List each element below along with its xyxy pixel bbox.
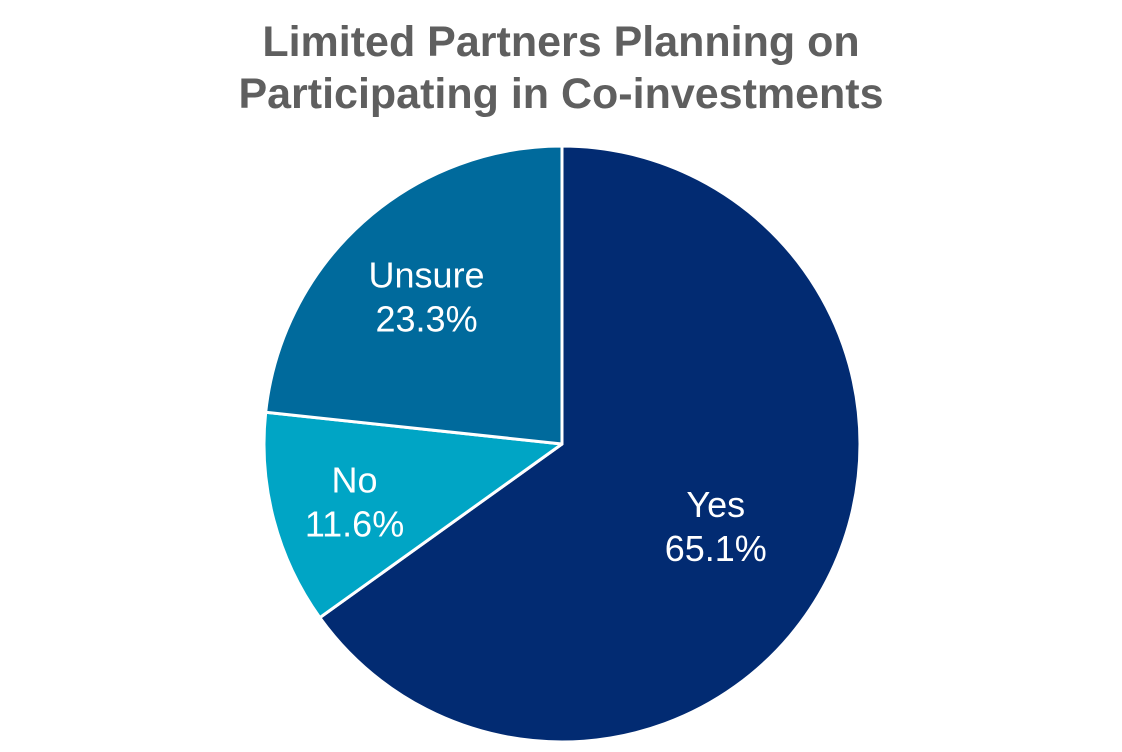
chart-title-line-2: Participating in Co-investments: [238, 70, 884, 118]
slice-value-yes: 65.1%: [665, 528, 767, 569]
pie-slices: [262, 144, 862, 744]
pie-slice-yes: [318, 144, 862, 744]
slice-label-no: No: [332, 460, 378, 501]
pie-slice-no: [262, 410, 564, 620]
chart-title: Limited Partners Planning on Participati…: [0, 16, 1122, 120]
slice-label-unsure: Unsure: [369, 254, 485, 295]
slice-value-no: 11.6%: [305, 504, 404, 545]
chart-title-line-1: Limited Partners Planning on: [262, 18, 860, 66]
slice-value-unsure: 23.3%: [376, 298, 478, 339]
slice-label-yes: Yes: [686, 484, 745, 525]
pie-slice-unsure: [264, 144, 564, 446]
